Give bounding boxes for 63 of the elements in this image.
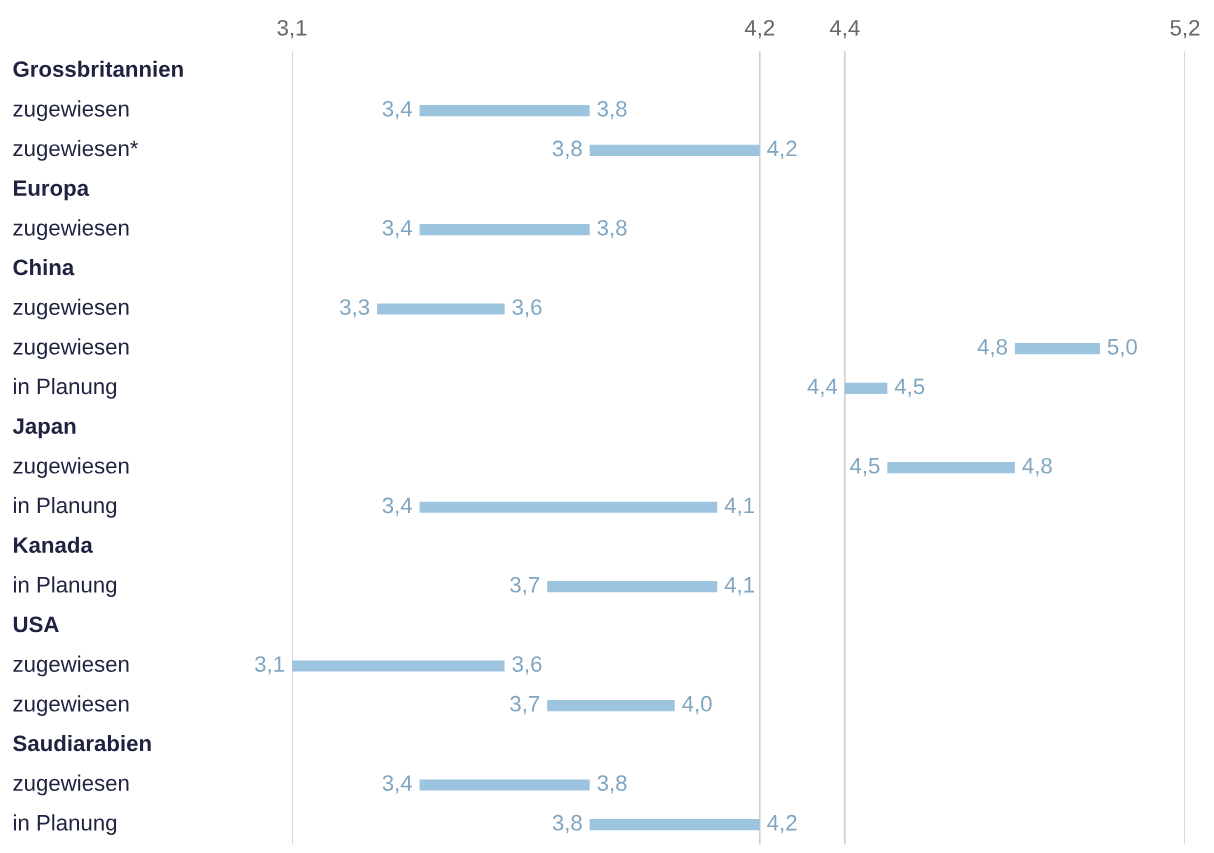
annotation: 4,8 bbox=[977, 338, 1007, 358]
annotation: 3,4 bbox=[382, 775, 412, 794]
bar bbox=[547, 700, 675, 712]
bar bbox=[419, 105, 590, 117]
bar bbox=[1014, 343, 1100, 355]
x-tick-label: 4,4 bbox=[829, 20, 860, 39]
annotation: 4,4 bbox=[807, 378, 838, 397]
bar bbox=[419, 501, 718, 513]
y-tick-label: zugewiesen bbox=[13, 655, 129, 677]
bar bbox=[589, 819, 760, 831]
annotation: 4,1 bbox=[724, 497, 754, 516]
text: 3,1 bbox=[255, 656, 284, 675]
annotation: 3,8 bbox=[552, 140, 582, 159]
annotation: 3,8 bbox=[597, 775, 627, 794]
annotation: 3,6 bbox=[512, 656, 542, 675]
y-tick-label: in Planung bbox=[13, 814, 117, 835]
bar bbox=[419, 224, 590, 236]
y-tick-label: zugewiesen bbox=[13, 695, 129, 716]
annotation: 4,0 bbox=[682, 695, 712, 715]
x-tick-label: 4,2 bbox=[744, 19, 775, 39]
bar bbox=[292, 660, 505, 672]
annotation: 4,8 bbox=[1022, 457, 1052, 477]
y-tick-label: zugewiesen bbox=[13, 457, 129, 479]
y-tick-label: in Planung bbox=[13, 377, 117, 399]
annotation: 3,6 bbox=[512, 299, 542, 318]
annotation: 4,1 bbox=[724, 577, 754, 596]
annotation: 3,7 bbox=[510, 695, 540, 715]
y-tick-label: China bbox=[13, 258, 75, 276]
y-tick-label: in Planung bbox=[13, 576, 117, 598]
y-tick-label: in Planung bbox=[13, 496, 117, 518]
annotation: 3,4 bbox=[382, 219, 412, 239]
bar bbox=[589, 144, 760, 156]
annotation: 3,8 bbox=[597, 219, 627, 239]
y-tick-label: zugewiesen bbox=[13, 100, 129, 122]
y-tick-label: zugewiesen bbox=[13, 219, 129, 241]
annotation: 3,3 bbox=[340, 299, 370, 318]
annotation: 3,8 bbox=[597, 100, 627, 120]
y-tick-label: Europa bbox=[13, 180, 90, 201]
bar bbox=[887, 462, 1015, 474]
annotation: 3,7 bbox=[510, 576, 540, 596]
y-tick-label: Grossbritannien bbox=[13, 60, 183, 77]
y-tick-label: zugewiesen* bbox=[13, 139, 139, 161]
bar bbox=[844, 382, 888, 394]
y-tick-label: USA bbox=[13, 616, 59, 633]
bar bbox=[547, 581, 718, 593]
annotation: 3,8 bbox=[552, 814, 582, 834]
y-tick-label: Saudiarabien bbox=[13, 734, 151, 752]
annotation: 4,2 bbox=[767, 814, 797, 834]
annotation: 5,0 bbox=[1107, 338, 1137, 358]
annotation: 4,2 bbox=[767, 140, 797, 159]
y-tick-label: Kanada bbox=[13, 536, 93, 553]
y-tick-label: zugewiesen bbox=[13, 298, 129, 320]
y-tick-label: zugewiesen bbox=[13, 338, 129, 360]
bar bbox=[419, 779, 590, 791]
x-tick-label: 3,1 bbox=[277, 19, 307, 39]
bar bbox=[377, 303, 505, 315]
annotation: 3,4 bbox=[382, 100, 412, 120]
annotation: 4,5 bbox=[850, 458, 880, 477]
y-tick-label: zugewiesen bbox=[13, 774, 129, 796]
annotation: 4,5 bbox=[894, 378, 925, 397]
x-tick-label: 5,2 bbox=[1170, 19, 1200, 39]
y-tick-label: Japan bbox=[12, 418, 76, 439]
annotation: 3,4 bbox=[382, 497, 412, 516]
